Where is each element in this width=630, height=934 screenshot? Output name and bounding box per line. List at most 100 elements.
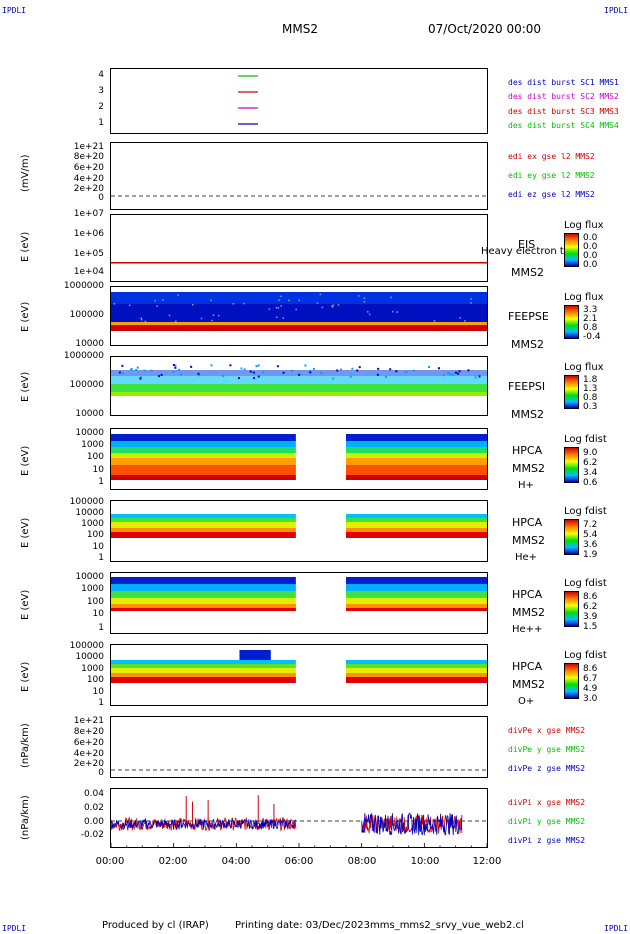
feepse-speck — [337, 304, 340, 306]
ytick-label: 0 — [98, 193, 104, 203]
hpca-h-band — [111, 434, 296, 441]
feepse-speck — [211, 319, 213, 322]
ytick-label: 1000 — [81, 584, 104, 594]
ytick-label: 100 — [86, 675, 104, 685]
hpca-he-band — [346, 514, 487, 518]
feepse-speck — [331, 305, 333, 307]
hpca-he-band — [111, 518, 296, 522]
hpca-hepp-band — [346, 591, 487, 598]
colorbar-value: 3.3 — [583, 305, 598, 315]
x-tick-label: 04:00 — [221, 856, 251, 867]
ytick-label: 1000 — [81, 519, 104, 529]
feepsi-speck — [298, 373, 301, 376]
hpca-h-band — [346, 465, 487, 475]
feepsi-speck — [447, 371, 450, 374]
hpca-hepp-band — [346, 608, 487, 611]
feepsi-band — [111, 376, 487, 384]
feepsi-speck — [467, 369, 470, 372]
ytick-label: 1000000 — [63, 351, 104, 361]
hpca-he-band — [111, 528, 296, 532]
hpca-hepp-band — [111, 591, 296, 598]
feepsi-speck — [160, 373, 163, 376]
feepsi-speck — [140, 376, 143, 379]
instrument-label: MMS2 — [512, 462, 545, 475]
hpca-h-band — [346, 453, 487, 458]
hpca-he-band — [111, 532, 296, 538]
instrument-label: MMS2 — [512, 606, 545, 619]
x-tick-label: 06:00 — [284, 856, 314, 867]
species-label: O+ — [518, 696, 535, 707]
colorbar-value: 6.7 — [583, 674, 598, 684]
ytick-label: 100000 — [69, 641, 104, 651]
feepsi-speck — [340, 368, 343, 371]
x-tick-label: 00:00 — [95, 856, 125, 867]
instrument-label: HPCA — [512, 516, 543, 529]
feepse-speck — [210, 299, 212, 302]
feepse-speck — [316, 302, 319, 304]
hpca-o-burst — [239, 650, 271, 660]
feepsi-speck — [229, 364, 232, 367]
panel-divpe — [110, 716, 488, 778]
x-tick-label: 02:00 — [158, 856, 188, 867]
feepsi-speck — [139, 377, 142, 380]
colorbar-value: 1.3 — [583, 384, 598, 394]
ytick-label: 1e+07 — [73, 209, 104, 219]
ytick-label: 4e+20 — [73, 174, 104, 184]
feepse-band — [111, 325, 487, 331]
legend-entry: divPe z gse MMS2 — [508, 764, 586, 773]
feepsi-speck — [309, 371, 312, 374]
species-label: He+ — [515, 552, 538, 563]
feepsi-speck — [172, 364, 175, 367]
feepse-speck — [433, 320, 436, 322]
colorbar-value: 0.0 — [583, 260, 598, 270]
feepse-speck — [156, 305, 158, 307]
colorbar-value: 5.4 — [583, 530, 598, 540]
colorbar — [564, 519, 579, 555]
legend-entry: divPe y gse MMS2 — [508, 745, 586, 754]
ytick-label: 1e+05 — [73, 249, 104, 259]
hpca-he-band — [346, 532, 487, 538]
hpca-he-band — [111, 514, 296, 518]
feepsi-speck — [252, 371, 255, 374]
feepse-speck — [243, 302, 245, 305]
feepse-speck — [191, 304, 194, 306]
feepse-speck — [268, 308, 271, 310]
feepse-speck — [319, 293, 322, 296]
feepse-speck — [331, 306, 334, 308]
feepse-speck — [295, 308, 297, 311]
feepse-speck — [277, 307, 280, 309]
instrument-overlay-text: Heavy electron to — [481, 246, 570, 257]
feepse-speck — [280, 305, 282, 307]
legend-entry: des dist burst SC4 MMS4 — [508, 121, 619, 130]
feepse-speck — [368, 313, 371, 316]
feepse-band — [111, 292, 487, 304]
hpca-h-band — [346, 447, 487, 453]
legend-entry: edi ey gse l2 MMS2 — [508, 171, 595, 180]
colorbar-value: 6.2 — [583, 458, 598, 468]
hpca-h-band — [346, 434, 487, 441]
hpca-h-band — [111, 465, 296, 475]
ytick-label: 3 — [98, 86, 104, 96]
feepse-speck — [276, 316, 278, 318]
instrument-label: HPCA — [512, 444, 543, 457]
colorbar-title: Log flux — [564, 220, 604, 231]
hpca-hepp-band — [111, 584, 296, 591]
ytick-label: 100 — [86, 530, 104, 540]
feepsi-speck — [474, 376, 477, 379]
ytick-label: 10000 — [75, 508, 104, 518]
ytick-label: 8e+20 — [73, 152, 104, 162]
feepse-speck — [470, 298, 472, 300]
colorbar-value: 2.1 — [583, 314, 598, 324]
feepsi-speck — [428, 366, 431, 369]
feepsi-speck — [118, 371, 121, 374]
colorbar-value: 0.0 — [583, 233, 598, 243]
ytick-label: 1e+06 — [73, 229, 104, 239]
ytick-label: 10 — [92, 542, 104, 552]
feepsi-speck — [130, 368, 133, 371]
ytick-label: 2e+20 — [73, 184, 104, 194]
feepsi-speck — [243, 368, 246, 371]
feepsi-speck — [135, 368, 138, 371]
feepsi-speck — [174, 364, 177, 367]
hpca-h-band — [111, 441, 296, 447]
feepsi-speck — [198, 374, 201, 377]
